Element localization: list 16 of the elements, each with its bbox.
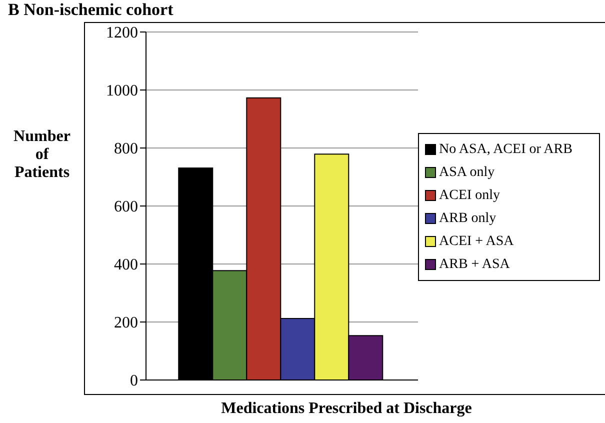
legend-label: ACEI only xyxy=(439,188,500,204)
y-tick-label: 1200 xyxy=(106,24,138,42)
legend-label: ARB + ASA xyxy=(439,256,510,272)
legend-label: ASA only xyxy=(439,164,495,180)
y-tick-label: 0 xyxy=(130,372,138,390)
y-tick-label: 600 xyxy=(114,198,138,216)
y-tick-label: 400 xyxy=(114,256,138,274)
y-tick-label: 200 xyxy=(114,314,138,332)
y-tick-label: 800 xyxy=(114,140,138,158)
x-axis-title: Medications Prescribed at Discharge xyxy=(220,400,473,418)
y-axis-title: Number of Patients xyxy=(12,128,72,182)
legend-label: ACEI + ASA xyxy=(439,234,514,250)
legend-label: No ASA, ACEI or ARB xyxy=(439,142,572,158)
chart-title: B Non-ischemic cohort xyxy=(8,0,174,20)
y-tick-label: 1000 xyxy=(106,82,138,100)
legend-label: ARB only xyxy=(439,210,496,226)
